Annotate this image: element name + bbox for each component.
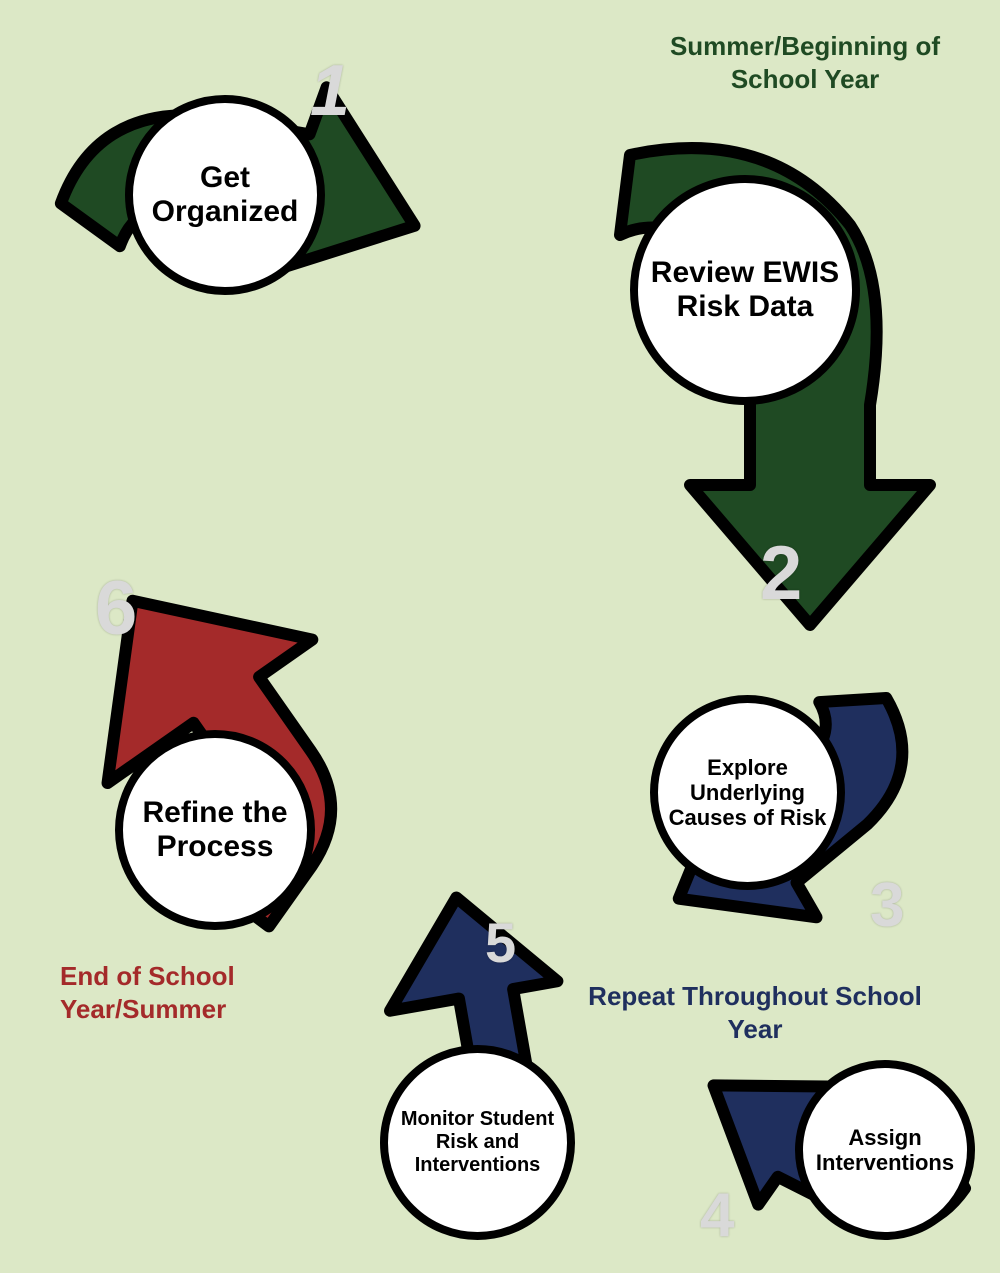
step-3-circle: Explore Underlying Causes of Risk [650,695,845,890]
phase-label-end-summer: End of School Year/Summer [60,960,360,1025]
step-2-circle: Review EWIS Risk Data [630,175,860,405]
ewis-cycle-diagram: 1 2 3 4 5 6 Get Organized Review EWIS Ri… [0,0,1000,1273]
step-1-circle: Get Organized [125,95,325,295]
step-5-label: Monitor Student Risk and Interventions [388,1108,567,1177]
phase-label-summer-begin: Summer/Beginning of School Year [640,30,970,95]
phase-label-repeat: Repeat Throughout School Year [565,980,945,1045]
step-4-label: Assign Interventions [803,1125,967,1176]
step-3-label: Explore Underlying Causes of Risk [658,755,837,831]
step-2-label: Review EWIS Risk Data [638,256,852,325]
step-5-circle: Monitor Student Risk and Interventions [380,1045,575,1240]
step-1-label: Get Organized [133,161,317,230]
step-4-circle: Assign Interventions [795,1060,975,1240]
step-6-label: Refine the Process [123,796,307,865]
step-6-circle: Refine the Process [115,730,315,930]
